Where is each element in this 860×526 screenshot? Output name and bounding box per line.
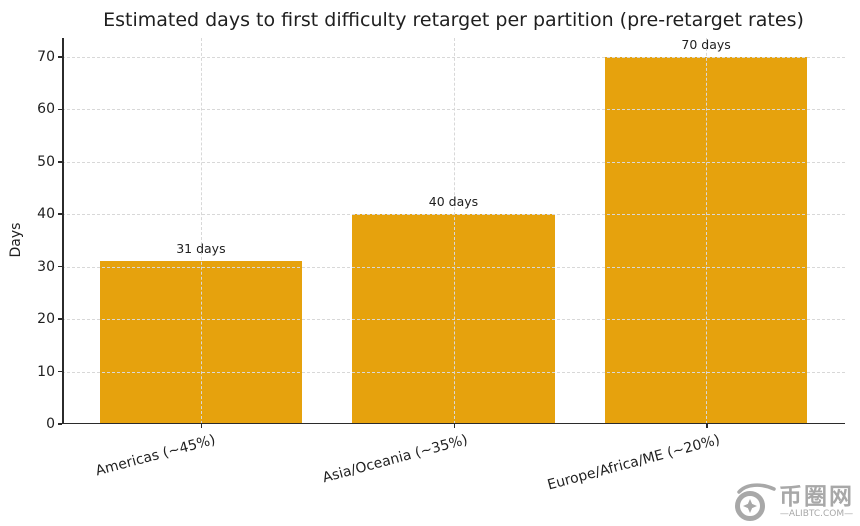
y-tick-label: 40 [37, 206, 55, 223]
bar-value-label: 31 days [176, 241, 226, 257]
y-axis-label: Days [8, 222, 24, 258]
y-tick-mark [58, 213, 62, 215]
x-tick-label: Europe/Africa/ME (~20%) [546, 432, 722, 494]
x-tick-mark [453, 424, 455, 428]
y-tick-mark [58, 161, 62, 163]
y-axis-spine [62, 38, 64, 424]
x-axis-spine [62, 422, 845, 424]
y-tick-mark [58, 56, 62, 58]
watermark-domain-text: —ALIBTC.COM— [779, 508, 854, 519]
x-tick-label: Americas (~45%) [93, 432, 217, 480]
y-tick-mark [58, 265, 62, 268]
y-tick-label: 30 [37, 258, 55, 275]
y-tick-mark [58, 108, 62, 111]
x-tick-mark [706, 424, 708, 428]
y-tick-mark [58, 423, 62, 425]
bar-value-label: 40 days [428, 194, 479, 210]
y-tick-mark [58, 370, 62, 373]
y-tick-label: 20 [37, 311, 55, 328]
chart-title: Estimated days to first difficulty retar… [103, 9, 804, 31]
x-tick-label: Asia/Oceania (~35%) [320, 432, 470, 487]
v-gridline [453, 38, 455, 424]
coin-swirl-logo-icon [735, 483, 776, 521]
watermark: 币圈网 —ALIBTC.COM— [730, 480, 854, 523]
v-gridline [200, 38, 202, 424]
y-tick-label: 0 [46, 416, 55, 432]
v-gridline [706, 38, 708, 424]
y-tick-label: 70 [37, 48, 55, 65]
plot-area: 31 days 40 days 70 days [62, 36, 845, 424]
bar-value-label: 70 days [681, 36, 731, 52]
y-tick-label: 50 [37, 153, 55, 170]
x-tick-mark [200, 424, 203, 428]
watermark-brand-text: 币圈网 [779, 483, 854, 510]
y-tick-label: 60 [37, 101, 55, 118]
y-tick-mark [58, 318, 62, 320]
y-tick-label: 10 [37, 363, 55, 380]
